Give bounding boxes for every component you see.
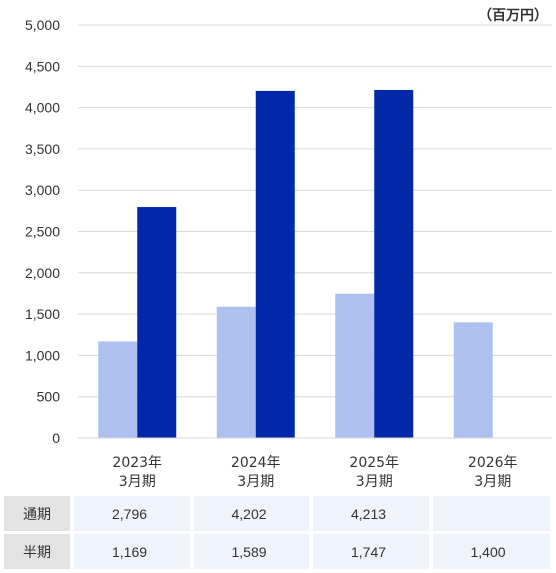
y-tick-label: 2,500	[25, 224, 60, 240]
bar	[98, 341, 138, 438]
y-tick-label: 5,000	[25, 17, 60, 33]
y-tick-label: 4,000	[25, 100, 60, 116]
table-row-annual: 通期 2,796 4,202 4,213	[4, 496, 550, 534]
table-cell: 4,202	[189, 496, 311, 534]
table-cell	[428, 496, 550, 534]
y-tick-label: 3,000	[25, 182, 60, 198]
y-tick-label: 500	[37, 389, 61, 405]
bar	[255, 90, 295, 439]
x-tick-label: 3月期	[356, 474, 393, 490]
table-row-half: 半期 1,169 1,589 1,747 1,400	[4, 532, 550, 572]
bar	[374, 90, 414, 439]
bar-chart: （百万円） 0 500 1,000 1,500 2,000 2,500 3,000 3,500…	[25, 8, 552, 490]
y-tick-label: 0	[52, 430, 60, 446]
table-cell: 1,747	[309, 532, 431, 572]
bar	[453, 322, 493, 438]
x-axis: 2023年 3月期 2024年 3月期 2025年 3月期 2026年 3月期	[112, 455, 517, 490]
x-tick-label: 3月期	[474, 474, 511, 490]
bar	[335, 293, 375, 438]
unit-label: （百万円）	[478, 8, 548, 24]
x-tick-label: 2024年	[231, 455, 281, 471]
row-label: 半期	[4, 532, 72, 572]
row-label: 通期	[4, 496, 72, 534]
y-axis: 0 500 1,000 1,500 2,000 2,500 3,000 3,500 4,000 4…	[25, 17, 60, 446]
bar	[137, 207, 177, 438]
table-cell: 1,169	[70, 532, 192, 572]
y-tick-label: 4,500	[25, 58, 60, 74]
table-cell: 4,213	[309, 496, 431, 534]
bar	[216, 306, 256, 438]
x-tick-label: 2025年	[349, 455, 399, 471]
table-cell: 1,589	[189, 532, 311, 572]
table-cell: 2,796	[70, 496, 192, 534]
y-tick-label: 3,500	[25, 141, 60, 157]
x-tick-label: 3月期	[237, 474, 274, 490]
x-tick-label: 2026年	[468, 455, 518, 471]
x-tick-label: 2023年	[112, 455, 162, 471]
y-tick-label: 2,000	[25, 265, 60, 281]
y-tick-label: 1,500	[25, 306, 60, 322]
bars	[98, 90, 493, 439]
x-tick-label: 3月期	[119, 474, 156, 490]
table-cell: 1,400	[428, 532, 550, 572]
data-table: 通期 2,796 4,202 4,213 半期 1,169 1,589 1,74…	[4, 496, 550, 572]
y-tick-label: 1,000	[25, 347, 60, 363]
